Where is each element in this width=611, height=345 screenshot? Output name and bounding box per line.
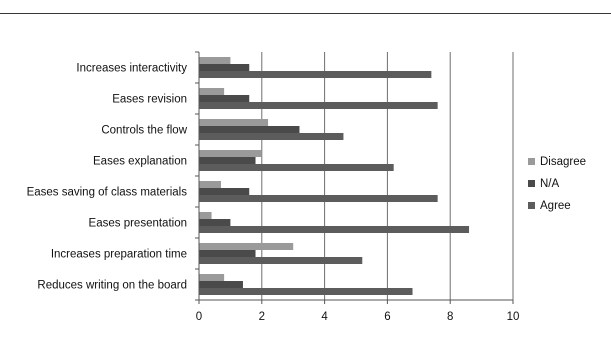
category-label: Eases presentation: [89, 218, 187, 230]
bar-agree-1: [199, 71, 432, 78]
bar-n-a-2: [199, 95, 250, 102]
x-tick-label: 10: [507, 311, 520, 323]
bar-agree-6: [199, 226, 470, 233]
bar-agree-3: [199, 133, 344, 140]
legend-label: Agree: [540, 200, 571, 212]
category-label: Eases saving of class materials: [27, 187, 188, 199]
bar-disagree-3: [199, 119, 269, 126]
x-tick-label: 8: [447, 311, 453, 323]
bar-disagree-8: [199, 274, 225, 281]
bar-n-a-3: [199, 126, 300, 133]
x-tick-label: 0: [196, 311, 202, 323]
x-tick-labels: 0 2 4 6 8 10: [196, 311, 520, 323]
bar-n-a-5: [199, 188, 250, 195]
bar-disagree-4: [199, 150, 262, 157]
category-label: Eases explanation: [93, 156, 187, 168]
bar-disagree-6: [199, 212, 212, 219]
category-label: Controls the flow: [101, 125, 187, 137]
x-tick-label: 6: [384, 311, 390, 323]
bar-n-a-6: [199, 219, 231, 226]
bar-agree-2: [199, 102, 438, 109]
x-tick-label: 2: [259, 311, 265, 323]
category-label: Eases revision: [112, 94, 187, 106]
bar-n-a-8: [199, 281, 243, 288]
legend-swatch-n-a: [528, 180, 535, 187]
legend-swatch-agree: [528, 202, 535, 209]
category-label: Reduces writing on the board: [37, 280, 187, 292]
bar-n-a-4: [199, 157, 256, 164]
top-divider-line: [0, 13, 611, 14]
bar-disagree-1: [199, 57, 231, 64]
bar-agree-7: [199, 257, 363, 264]
bar-n-a-1: [199, 64, 250, 71]
bar-agree-4: [199, 164, 394, 171]
category-label: Increases preparation time: [51, 249, 187, 261]
axes: [195, 51, 514, 304]
legend: Disagree N/A Agree: [528, 156, 586, 212]
bars: [199, 57, 470, 295]
bar-agree-5: [199, 195, 438, 202]
bar-disagree-7: [199, 243, 294, 250]
x-tick-label: 4: [321, 311, 328, 323]
bar-disagree-2: [199, 88, 225, 95]
bar-n-a-7: [199, 250, 256, 257]
legend-label: N/A: [540, 178, 560, 190]
bar-agree-8: [199, 288, 413, 295]
bar-disagree-5: [199, 181, 221, 188]
legend-swatch-disagree: [528, 158, 535, 165]
legend-label: Disagree: [540, 156, 586, 168]
category-labels: Increases interactivity Eases revision Con…: [27, 63, 188, 292]
category-label: Increases interactivity: [76, 63, 187, 75]
